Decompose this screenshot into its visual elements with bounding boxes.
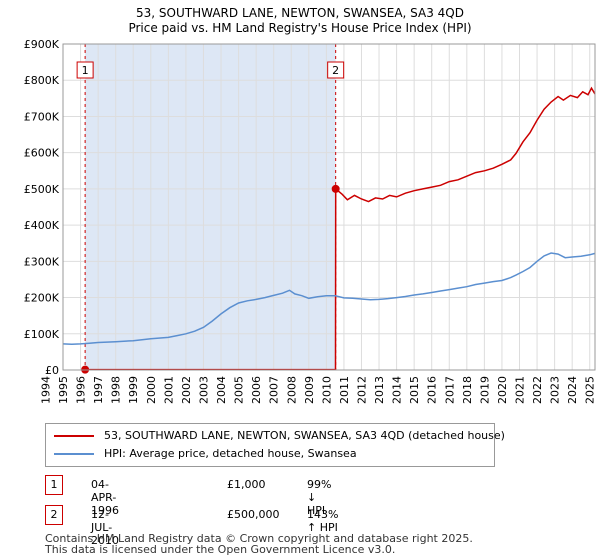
series-line-property bbox=[85, 86, 596, 371]
y-tick-label: £300K bbox=[24, 255, 60, 268]
transaction-number-badge: 1 bbox=[45, 475, 63, 495]
x-tick-label: 1996 bbox=[75, 376, 88, 404]
y-tick-label: £0 bbox=[45, 364, 59, 377]
x-tick-label: 2004 bbox=[215, 376, 228, 404]
x-tick-label: 2018 bbox=[461, 376, 474, 404]
x-tick-label: 1994 bbox=[39, 376, 52, 404]
ownership-band bbox=[85, 44, 336, 370]
x-tick-label: 1995 bbox=[57, 376, 70, 404]
transaction-price: £1,000 bbox=[227, 478, 266, 491]
y-tick-label: £400K bbox=[24, 219, 60, 232]
sale-label-box bbox=[76, 61, 94, 79]
y-tick-label: £800K bbox=[24, 74, 60, 87]
plot-border bbox=[62, 43, 596, 371]
footer-credits: Contains HM Land Registry data © Crown c… bbox=[45, 533, 473, 555]
chart-subtitle: Price paid vs. HM Land Registry's House … bbox=[128, 21, 472, 35]
x-tick-label: 2003 bbox=[197, 376, 210, 404]
x-tick-label: 2000 bbox=[145, 376, 158, 404]
transaction-date: 12-JUL-2010 bbox=[91, 508, 119, 547]
legend-swatch-property bbox=[54, 435, 94, 437]
sale-label: 1 bbox=[82, 64, 89, 77]
x-tick-label: 1999 bbox=[127, 376, 140, 404]
x-tick-label: 2002 bbox=[180, 376, 193, 404]
series-line-hpi bbox=[62, 252, 596, 346]
x-tick-label: 2012 bbox=[355, 376, 368, 404]
legend-label-hpi: HPI: Average price, detached house, Swan… bbox=[104, 447, 357, 460]
chart-title-block: 53, SOUTHWARD LANE, NEWTON, SWANSEA, SA3… bbox=[0, 6, 600, 36]
x-tick-label: 2020 bbox=[496, 376, 509, 404]
sale-label-box bbox=[327, 61, 345, 79]
y-tick-label: £600K bbox=[24, 147, 60, 160]
x-tick-label: 2005 bbox=[233, 376, 246, 404]
x-tick-label: 1997 bbox=[92, 376, 105, 404]
x-tick-label: 2014 bbox=[391, 376, 404, 404]
y-tick-label: £100K bbox=[24, 328, 60, 341]
x-tick-label: 2001 bbox=[162, 376, 175, 404]
x-tick-label: 2024 bbox=[566, 376, 579, 404]
price-chart: £0 £100K £200K £300K £400K £500K £600K £700K £80… bbox=[24, 38, 597, 404]
sale-point bbox=[331, 184, 340, 193]
x-tick-label: 2016 bbox=[426, 376, 439, 404]
x-tick-label: 2025 bbox=[584, 376, 597, 404]
transaction-number-badge: 2 bbox=[45, 505, 63, 525]
footer-line-1: Contains HM Land Registry data © Crown c… bbox=[45, 532, 473, 545]
transaction-hpi-diff: 99% ↓ HPI bbox=[307, 478, 332, 517]
x-tick-label: 2019 bbox=[478, 376, 491, 404]
x-tick-label: 2008 bbox=[285, 376, 298, 404]
y-tick-label: £200K bbox=[24, 292, 60, 305]
x-tick-label: 2023 bbox=[549, 376, 562, 404]
y-tick-label: £500K bbox=[24, 183, 60, 196]
x-tick-label: 2006 bbox=[250, 376, 263, 404]
transaction-hpi-diff: 143% ↑ HPI bbox=[307, 508, 339, 534]
x-tick-label: 2013 bbox=[373, 376, 386, 404]
x-tick-label: 2009 bbox=[303, 376, 316, 404]
chart-title: 53, SOUTHWARD LANE, NEWTON, SWANSEA, SA3… bbox=[136, 6, 464, 20]
footer-line-2: This data is licensed under the Open Gov… bbox=[45, 543, 396, 556]
x-tick-label: 2011 bbox=[338, 376, 351, 404]
x-tick-label: 2007 bbox=[268, 376, 281, 404]
y-tick-label: £900K bbox=[24, 38, 60, 51]
sale-label: 2 bbox=[332, 64, 339, 77]
x-tick-label: 2021 bbox=[514, 376, 527, 404]
x-tick-label: 2010 bbox=[320, 376, 333, 404]
y-tick-label: £700K bbox=[24, 110, 60, 123]
x-tick-label: 2015 bbox=[408, 376, 421, 404]
x-tick-label: 2022 bbox=[531, 376, 544, 404]
x-tick-label: 2017 bbox=[443, 376, 456, 404]
legend-label-property: 53, SOUTHWARD LANE, NEWTON, SWANSEA, SA3… bbox=[104, 429, 505, 442]
chart-legend: 53, SOUTHWARD LANE, NEWTON, SWANSEA, SA3… bbox=[45, 423, 505, 467]
transaction-price: £500,000 bbox=[227, 508, 280, 521]
legend-swatch-hpi bbox=[54, 453, 94, 455]
transaction-date: 04-APR-1996 bbox=[91, 478, 119, 517]
x-tick-label: 1998 bbox=[110, 376, 123, 404]
